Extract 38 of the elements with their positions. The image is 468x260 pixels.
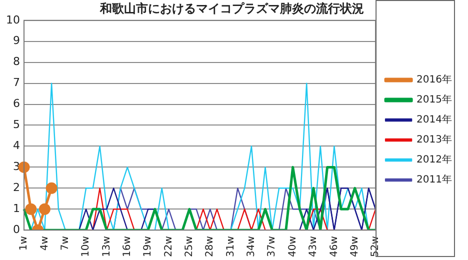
x-tick-label: 34w — [246, 236, 258, 258]
y-tick-label: 0 — [12, 222, 20, 236]
x-tick-label: 37w — [266, 236, 278, 258]
point — [25, 203, 37, 215]
y-tick-label: 8 — [12, 55, 20, 68]
y-tick-label: 5 — [12, 118, 20, 132]
legend-label: 2012年 — [416, 154, 452, 166]
y-tick-label: 7 — [12, 76, 20, 90]
x-tick-label: 40w — [287, 236, 298, 258]
x-tick-label: 10w — [80, 236, 92, 258]
legend-label: 2016年 — [416, 74, 452, 86]
x-tick-label: 28w — [204, 236, 216, 258]
legend-label: 2013年 — [416, 134, 452, 146]
x-tick-label: 31w — [225, 236, 236, 258]
legend-label: 2011年 — [416, 174, 452, 186]
chart-title: 和歌山市におけるマイコプラズマ肺炎の流行状況 — [99, 1, 364, 16]
legend-label: 2014年 — [416, 114, 452, 126]
y-tick-label: 6 — [12, 97, 20, 110]
x-tick-label: 43w — [308, 236, 320, 258]
y-tick-label: 1 — [12, 202, 20, 215]
x-tick-label: 25w — [184, 236, 196, 258]
x-tick-label: 4w — [39, 236, 50, 251]
point — [18, 161, 30, 173]
y-tick-label: 9 — [12, 34, 20, 48]
x-tick-label: 1w — [18, 236, 30, 251]
legend-label: 2015年 — [416, 94, 452, 106]
x-tick-label: 49w — [349, 236, 360, 258]
point — [46, 182, 58, 194]
x-tick-label: 16w — [122, 236, 133, 258]
y-tick-label: 4 — [12, 139, 20, 152]
x-tick-label: 7w — [60, 236, 71, 251]
x-tick-label: 46w — [328, 236, 340, 258]
x-tick-label: 22w — [163, 236, 174, 258]
y-tick-label: 10 — [6, 13, 20, 26]
x-tick-label: 19w — [142, 236, 154, 258]
y-tick-label: 2 — [12, 181, 20, 194]
x-tick-label: 13w — [101, 236, 112, 258]
point — [38, 203, 50, 215]
